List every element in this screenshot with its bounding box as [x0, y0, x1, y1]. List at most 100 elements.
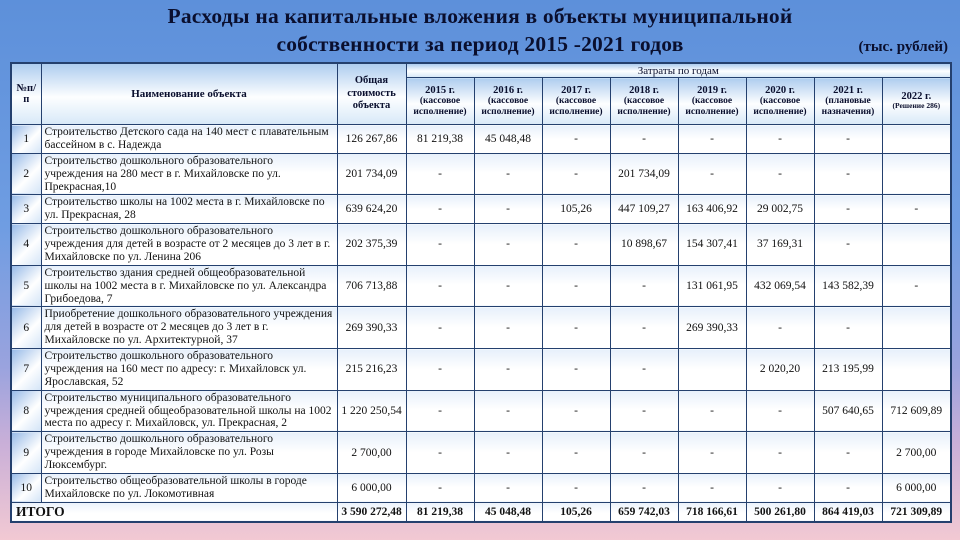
year-note: (кассовое исполнение)	[413, 95, 467, 117]
year-value: 10 898,67	[609, 223, 679, 266]
year-value: -	[745, 124, 815, 154]
total-cost: 215 216,23	[336, 348, 407, 391]
table-row: 10 Строительство общеобразовательной школ…	[10, 472, 952, 503]
units-label: (тыс. рублей)	[858, 39, 948, 55]
year-value: -	[541, 264, 611, 308]
object-name: Строительство Детского сада на 140 мест …	[40, 124, 338, 154]
year-value: -	[881, 264, 952, 308]
year-value: -	[813, 194, 883, 225]
year-column-header: 2016 г. (кассовое исполнение)	[473, 77, 543, 125]
year-value: 507 640,65	[813, 389, 883, 433]
total-label: ИТОГО	[10, 501, 338, 523]
year-value: -	[541, 431, 611, 474]
year-value: 432 069,54	[745, 264, 815, 308]
year-value: -	[405, 389, 475, 433]
year-label: 2020 г.	[765, 84, 795, 96]
year-value: -	[541, 223, 611, 266]
year-value: -	[609, 472, 679, 503]
year-value: 213 195,99	[813, 348, 883, 391]
year-note: (кассовое исполнение)	[549, 95, 603, 117]
year-value: 37 169,31	[745, 223, 815, 266]
row-number: 7	[10, 348, 42, 391]
total-year-value: 81 219,38	[405, 501, 475, 523]
year-label: 2016 г.	[493, 84, 523, 96]
year-value: -	[609, 264, 679, 308]
total-year-value: 721 309,89	[881, 501, 952, 523]
expenses-table: №п/п Наименование объекта Общая стоимост…	[10, 62, 953, 523]
year-value: -	[609, 348, 679, 391]
table-row: 6 Приобретение дошкольного образовательно…	[10, 306, 952, 349]
row-number: 8	[10, 389, 42, 433]
year-value: -	[677, 472, 747, 503]
table-row: 7 Строительство дошкольного образовательн…	[10, 348, 952, 391]
year-value: 143 582,39	[813, 264, 883, 308]
table-row: 3 Строительство школы на 1002 места в г. …	[10, 194, 952, 225]
year-value: 131 061,95	[677, 264, 747, 308]
year-column-header: 2018 г. (кассовое исполнение)	[609, 77, 679, 125]
year-column-header: 2021 г. (плановые назначения)	[813, 77, 883, 125]
total-cost: 202 375,39	[336, 223, 407, 266]
year-value: -	[813, 472, 883, 503]
year-value: -	[405, 348, 475, 391]
object-name: Строительство общеобразовательной школы …	[40, 472, 338, 503]
object-name: Строительство школы на 1002 места в г. М…	[40, 194, 338, 225]
year-note: (Решение 286)	[892, 101, 941, 111]
slide-title-line1: Расходы на капитальные вложения в объект…	[167, 4, 793, 28]
total-year-value: 105,26	[541, 501, 611, 523]
table-row: 1 Строительство Детского сада на 140 мест…	[10, 124, 952, 154]
year-column-header: 2022 г. (Решение 286)	[881, 77, 952, 125]
year-value: -	[405, 472, 475, 503]
year-value: 2 020,20	[745, 348, 815, 391]
object-name: Строительство дошкольного образовательно…	[40, 348, 338, 391]
year-value: -	[541, 389, 611, 433]
total-cost: 201 734,09	[336, 152, 407, 196]
year-value	[677, 348, 747, 391]
year-value: -	[677, 389, 747, 433]
year-value	[881, 152, 952, 196]
header-row-group: №п/п Наименование объекта Общая стоимост…	[10, 62, 952, 125]
year-column-header: 2020 г. (кассовое исполнение)	[745, 77, 815, 125]
year-value: -	[541, 124, 611, 154]
table-row: 5 Строительство здания средней общеобразо…	[10, 264, 952, 308]
total-cost: 269 390,33	[336, 306, 407, 349]
table-header: №п/п Наименование объекта Общая стоимост…	[10, 62, 952, 125]
year-value	[881, 306, 952, 349]
total-year-value: 500 261,80	[745, 501, 815, 523]
year-value: -	[677, 152, 747, 196]
year-value: 154 307,41	[677, 223, 747, 266]
col-header-total-cost: Общая стоимость объекта	[336, 62, 407, 125]
row-number: 6	[10, 306, 42, 349]
year-note: (кассовое исполнение)	[481, 95, 535, 117]
col-header-years-group: Затраты по годам	[405, 62, 952, 78]
col-header-name: Наименование объекта	[40, 62, 338, 125]
total-year-value: 659 742,03	[609, 501, 679, 523]
year-label: 2022 г.	[901, 91, 932, 103]
total-cost: 706 713,88	[336, 264, 407, 308]
year-value: 6 000,00	[881, 472, 952, 503]
row-number: 1	[10, 124, 42, 154]
year-value: 269 390,33	[677, 306, 747, 349]
year-label: 2021 г.	[833, 84, 863, 96]
year-value: -	[745, 152, 815, 196]
table-footer: ИТОГО 3 590 272,48 81 219,38 45 048,48 1…	[10, 501, 952, 523]
year-column-header: 2015 г. (кассовое исполнение)	[405, 77, 475, 125]
year-value: -	[405, 152, 475, 196]
year-value: -	[677, 431, 747, 474]
year-value: 2 700,00	[881, 431, 952, 474]
year-value: -	[745, 306, 815, 349]
total-year-value: 45 048,48	[473, 501, 543, 523]
year-value: -	[609, 306, 679, 349]
table-body: 1 Строительство Детского сада на 140 мест…	[10, 124, 952, 503]
total-cost: 6 000,00	[336, 472, 407, 503]
year-value: -	[881, 194, 952, 225]
year-value: -	[541, 472, 611, 503]
year-value: -	[541, 152, 611, 196]
year-header-row: 2015 г. (кассовое исполнение) 2016 г. (касс…	[11, 77, 952, 125]
total-row: ИТОГО 3 590 272,48 81 219,38 45 048,48 1…	[10, 501, 952, 523]
year-value: -	[813, 124, 883, 154]
year-label: 2018 г.	[629, 84, 659, 96]
year-note: (кассовое исполнение)	[685, 95, 739, 117]
year-value: -	[609, 124, 679, 154]
year-value: -	[473, 264, 543, 308]
